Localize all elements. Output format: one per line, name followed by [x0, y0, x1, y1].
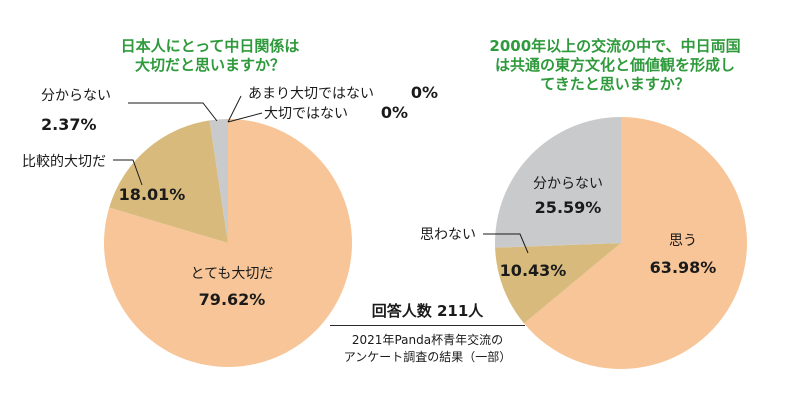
value-totemo-taisetsu: 79.62%: [199, 290, 266, 309]
leader-line-omowanai: [483, 233, 529, 254]
value-omou: 63.98%: [650, 258, 717, 277]
value-amari-taisetsu-dewanai: 0%: [411, 83, 438, 102]
leader-line-hikakuteki: [113, 159, 143, 186]
label-wakaranai-right: 分からない: [533, 176, 603, 192]
leader-line-wakaranai-left: [128, 102, 218, 122]
left-chart-title-line-2: 大切だと思いますか？: [134, 56, 285, 74]
leader-line-taisetsu-dewanai: [227, 112, 263, 123]
right-chart-title-line-2: は共通の東方文化と価値観を形成し: [494, 56, 735, 74]
respondent-count: 回答人数 211人: [330, 300, 525, 326]
right-pie-slice-1: [495, 243, 621, 324]
label-hikakuteki-taisetsu: 比較的大切だ: [22, 154, 106, 170]
label-wakaranai-left: 分からない: [41, 88, 111, 104]
value-taisetsu-dewanai: 0%: [381, 103, 408, 122]
right-pie-slice-2: [494, 117, 621, 248]
label-omowanai: 思わない: [420, 227, 476, 243]
survey-info: 回答人数 211人 2021年Panda杯青年交流の アンケート調査の結果（一部…: [330, 300, 525, 366]
left-chart-title-line-1: 日本人にとって中日関係は: [120, 37, 300, 55]
value-hikakuteki-taisetsu: 18.01%: [119, 185, 186, 204]
label-amari-taisetsu-dewanai: あまり大切ではない: [248, 86, 374, 102]
value-wakaranai-right: 25.59%: [535, 198, 602, 217]
label-taisetsu-dewanai: 大切ではない: [264, 106, 348, 122]
survey-source-note: 2021年Panda杯青年交流の アンケート調査の結果（一部）: [330, 332, 525, 366]
survey-source-line-1: 2021年Panda杯青年交流の: [351, 333, 504, 347]
left-pie-slice-2: [209, 119, 228, 243]
right-chart-title: 2000年以上の交流の中で、中日両国 は共通の東方文化と価値観を形成し てきたと…: [455, 37, 775, 94]
leader-line-amari: [227, 95, 242, 123]
left-pie: [103, 119, 353, 368]
left-pie-slice-1: [109, 120, 228, 243]
right-pie: [494, 117, 748, 369]
right-chart-title-line-1: 2000年以上の交流の中で、中日両国: [489, 37, 741, 55]
value-wakaranai-left: 2.37%: [41, 115, 97, 134]
label-totemo-taisetsu: とても大切だ: [191, 266, 274, 282]
value-omowanai: 10.43%: [500, 261, 567, 280]
survey-source-line-2: アンケート調査の結果（一部）: [343, 350, 512, 364]
label-omou: 思う: [669, 233, 697, 249]
left-pie-slice-0: [103, 119, 353, 368]
right-chart-title-line-3: てきたと思いますか？: [540, 75, 690, 93]
left-chart-title: 日本人にとって中日関係は 大切だと思いますか？: [90, 37, 330, 75]
right-pie-slice-0: [524, 117, 748, 369]
